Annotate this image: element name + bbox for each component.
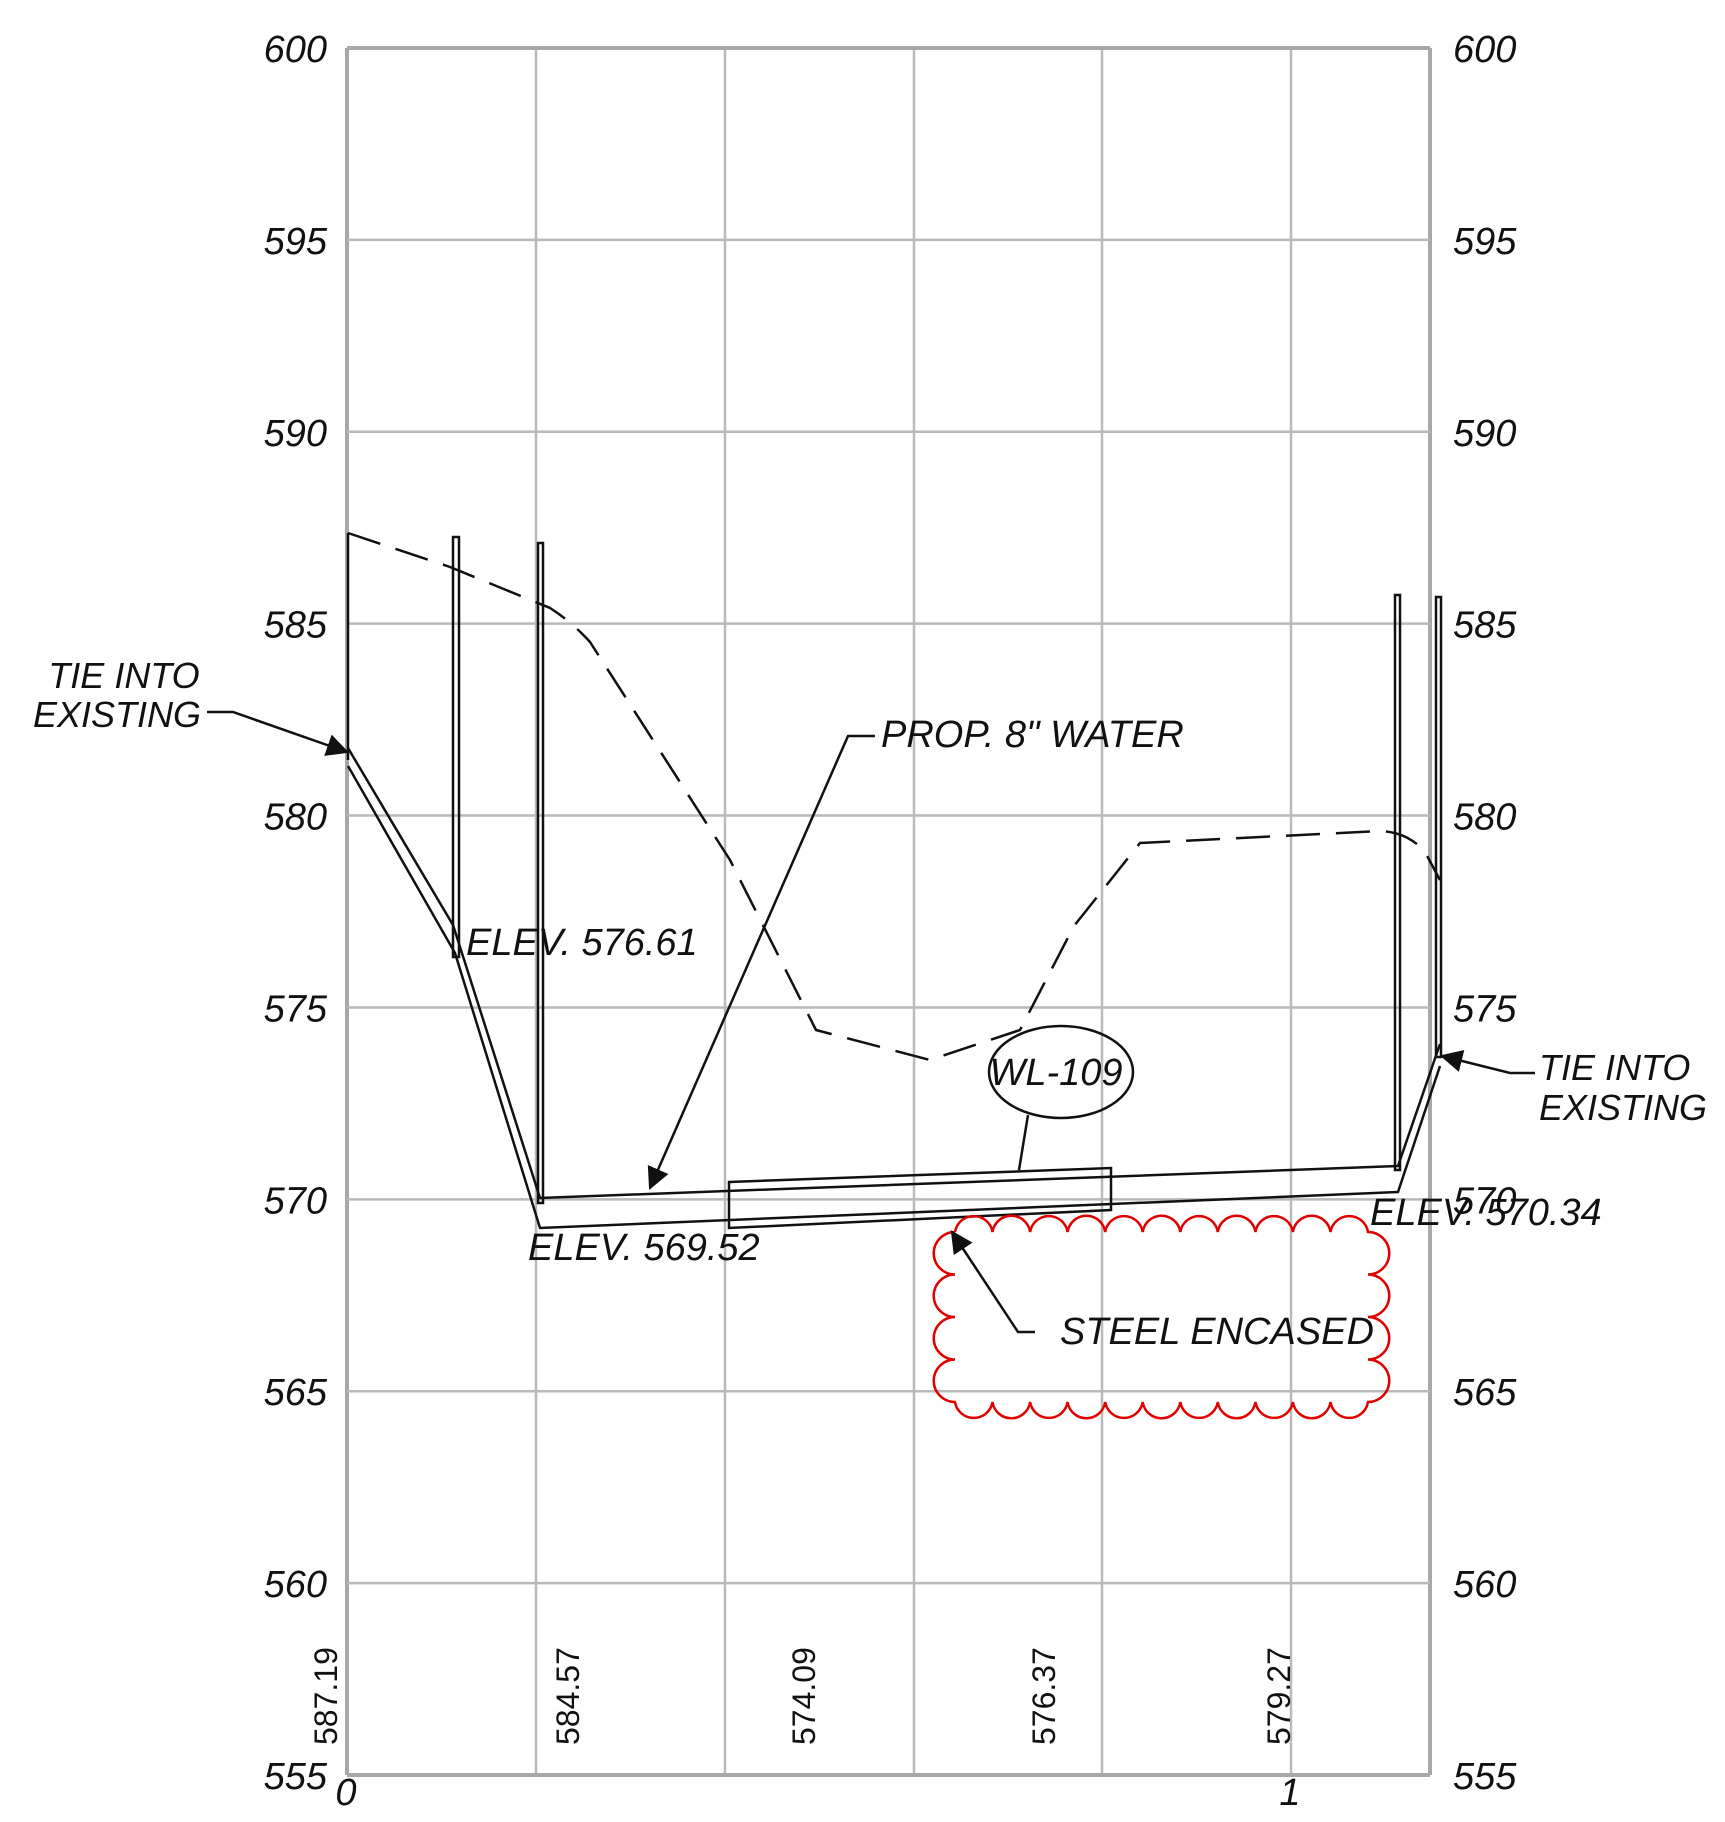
elevation-tick-left: 585	[264, 605, 328, 647]
prop-water-label: PROP. 8" WATER	[881, 714, 1184, 756]
elevation-tick-right: 600	[1453, 29, 1516, 71]
leader-lines	[207, 710, 1535, 1334]
existing-grade-value: 574.09	[786, 1647, 822, 1745]
elevation-tick-right: 595	[1453, 221, 1517, 263]
elevation-tick-right: 585	[1453, 605, 1517, 647]
existing-grade-values: 587.19 584.57 574.09 576.37 579.27	[308, 1647, 1297, 1745]
profile-grid	[345, 46, 1432, 1777]
wl-tag-label: WL-109	[989, 1052, 1122, 1094]
elevation-tick-right: 555	[1453, 1756, 1517, 1798]
elevation-tick-left: 565	[264, 1372, 328, 1414]
elevation-tick-left: 595	[264, 221, 328, 263]
water-main-top-line	[346, 747, 1442, 1200]
existing-grade-value: 587.19	[308, 1647, 344, 1745]
elevation-tick-left: 560	[264, 1564, 327, 1606]
elev-576-label: ELEV. 576.61	[466, 922, 698, 964]
elevation-tick-left: 575	[264, 988, 328, 1030]
elevation-tick-right: 570	[1453, 1180, 1516, 1222]
elev-569-label: ELEV. 569.52	[528, 1227, 760, 1269]
vertical-risers	[346, 533, 1443, 1205]
elevation-tick-left: 600	[264, 29, 327, 71]
steel-casing	[727, 1166, 1113, 1230]
station-start-label: 0	[335, 1772, 356, 1814]
steel-encased-label: STEEL ENCASED	[1060, 1311, 1374, 1353]
existing-grade-line	[347, 531, 1442, 1062]
elevation-tick-left: 580	[264, 797, 327, 839]
station-end-label: 1	[1279, 1772, 1300, 1814]
elevation-tick-right: 565	[1453, 1372, 1517, 1414]
revision-cloud	[932, 1214, 1391, 1420]
existing-grade-value: 584.57	[550, 1647, 586, 1745]
elevation-tick-left: 555	[264, 1756, 328, 1798]
elevation-tick-right: 575	[1453, 988, 1517, 1030]
elevation-tick-left: 570	[264, 1180, 327, 1222]
elevation-axis: 600 600 595 595 590 590 585 585 580 580 575 575 570 5…	[264, 29, 1518, 1798]
water-main-bottom-line	[346, 765, 1442, 1230]
tie-right-label-line1: TIE INTO	[1539, 1047, 1690, 1088]
elevation-tick-right: 580	[1453, 797, 1516, 839]
elevation-tick-left: 590	[264, 413, 327, 455]
existing-grade-value: 579.27	[1261, 1647, 1297, 1745]
existing-grade-value: 576.37	[1026, 1647, 1062, 1745]
wl-tag-bubble	[987, 1024, 1135, 1120]
elevation-tick-right: 560	[1453, 1564, 1516, 1606]
elev-570-label: ELEV. 570.34	[1370, 1192, 1602, 1234]
tie-left-label-line2: EXISTING	[33, 694, 201, 735]
tie-right-label-line2: EXISTING	[1539, 1087, 1707, 1128]
elevation-tick-right: 590	[1453, 413, 1516, 455]
tie-left-label-line1: TIE INTO	[48, 655, 199, 696]
